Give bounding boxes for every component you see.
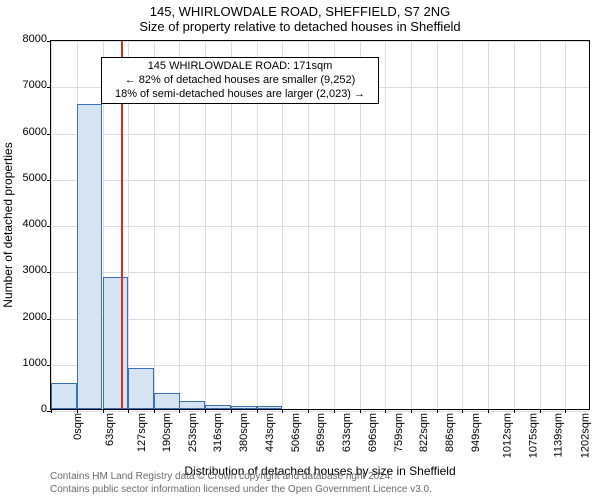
gridline-v [411, 41, 412, 409]
gridline-h [51, 365, 589, 366]
ytick-label: 5000 [23, 172, 51, 184]
page-subtitle: Size of property relative to detached ho… [0, 19, 600, 34]
gridline-h [51, 134, 589, 135]
gridline-v [488, 41, 489, 409]
footer-attribution: Contains HM Land Registry data © Crown c… [50, 471, 432, 496]
gridline-h [51, 180, 589, 181]
gridline-v [514, 41, 515, 409]
ytick-label: 4000 [23, 218, 51, 230]
y-axis-label: Number of detached properties [1, 142, 15, 307]
xtick-mark [257, 409, 258, 413]
ytick-label: 6000 [23, 126, 51, 138]
xtick-mark [514, 409, 515, 413]
ytick-label: 7000 [23, 79, 51, 91]
histogram-bar [257, 406, 283, 409]
title-block: 145, WHIRLOWDALE ROAD, SHEFFIELD, S7 2NG… [0, 0, 600, 34]
histogram-bar [77, 104, 103, 409]
xtick-label: 190sqm [161, 413, 173, 452]
xtick-label: 822sqm [418, 413, 430, 452]
ytick-label: 2000 [23, 311, 51, 323]
xtick-mark [103, 409, 104, 413]
histogram-bar [205, 405, 231, 409]
xtick-mark [128, 409, 129, 413]
annotation-line-1: 145 WHIRLOWDALE ROAD: 171sqm [108, 60, 372, 74]
xtick-label: 949sqm [470, 413, 482, 452]
histogram-bar [103, 277, 129, 409]
gridline-v [540, 41, 541, 409]
plot-area: 0100020003000400050006000700080000sqm63s… [50, 40, 590, 410]
gridline-v [462, 41, 463, 409]
histogram-bar [128, 368, 154, 409]
histogram-chart: Number of detached properties 0100020003… [50, 40, 590, 410]
xtick-label: 63sqm [104, 413, 116, 446]
xtick-mark [488, 409, 489, 413]
ytick-label: 3000 [23, 264, 51, 276]
gridline-h [51, 272, 589, 273]
xtick-label: 1075sqm [527, 413, 539, 458]
histogram-bar [154, 393, 180, 409]
annotation-box: 145 WHIRLOWDALE ROAD: 171sqm← 82% of det… [101, 57, 379, 104]
xtick-mark [154, 409, 155, 413]
annotation-line-3: 18% of semi-detached houses are larger (… [108, 88, 372, 102]
xtick-label: 127sqm [136, 413, 148, 452]
histogram-bar [51, 383, 77, 409]
xtick-mark [462, 409, 463, 413]
xtick-label: 1202sqm [579, 413, 591, 458]
gridline-v [437, 41, 438, 409]
xtick-mark [231, 409, 232, 413]
xtick-mark [179, 409, 180, 413]
histogram-bar [231, 406, 257, 409]
footer-line-2: Contains public sector information licen… [50, 484, 432, 497]
xtick-label: 506sqm [290, 413, 302, 452]
xtick-label: 380sqm [239, 413, 251, 452]
gridline-v [51, 41, 52, 409]
gridline-v [385, 41, 386, 409]
xtick-mark [411, 409, 412, 413]
xtick-mark [437, 409, 438, 413]
xtick-label: 1139sqm [552, 413, 564, 457]
page-title: 145, WHIRLOWDALE ROAD, SHEFFIELD, S7 2NG [0, 4, 600, 19]
xtick-mark [77, 409, 78, 413]
xtick-label: 759sqm [393, 413, 405, 452]
xtick-mark [205, 409, 206, 413]
xtick-label: 1012sqm [502, 413, 514, 458]
xtick-mark [51, 409, 52, 413]
gridline-v [565, 41, 566, 409]
xtick-label: 316sqm [213, 413, 225, 452]
xtick-label: 253sqm [187, 413, 199, 452]
gridline-h [51, 41, 589, 42]
xtick-label: 696sqm [367, 413, 379, 452]
xtick-mark [334, 409, 335, 413]
ytick-label: 0 [41, 403, 51, 415]
gridline-h [51, 319, 589, 320]
xtick-label: 443sqm [264, 413, 276, 452]
xtick-mark [282, 409, 283, 413]
xtick-mark [360, 409, 361, 413]
xtick-label: 633sqm [341, 413, 353, 452]
ytick-label: 1000 [23, 357, 51, 369]
histogram-bar [179, 401, 205, 409]
xtick-label: 569sqm [315, 413, 327, 452]
xtick-mark [565, 409, 566, 413]
annotation-line-2: ← 82% of detached houses are smaller (9,… [108, 74, 372, 88]
xtick-label: 0sqm [72, 413, 84, 440]
xtick-label: 886sqm [444, 413, 456, 452]
xtick-mark [540, 409, 541, 413]
xtick-mark [308, 409, 309, 413]
xtick-mark [385, 409, 386, 413]
gridline-h [51, 411, 589, 412]
ytick-label: 8000 [23, 33, 51, 45]
gridline-h [51, 226, 589, 227]
footer-line-1: Contains HM Land Registry data © Crown c… [50, 471, 432, 484]
